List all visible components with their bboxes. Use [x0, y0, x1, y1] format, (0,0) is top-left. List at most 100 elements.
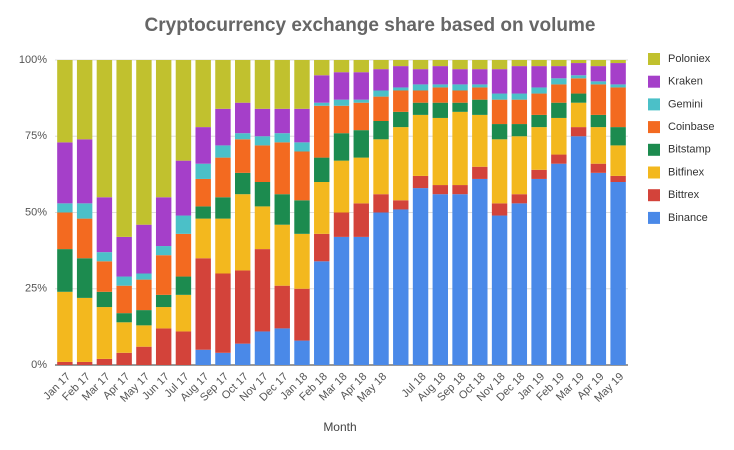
bar-segment	[254, 206, 271, 250]
bar-segment	[531, 114, 547, 128]
bar-segment	[393, 66, 409, 88]
legend-label: Bitstamp	[668, 144, 711, 156]
bar-segment	[215, 197, 231, 219]
bar-segment	[452, 185, 468, 195]
bar-segment	[274, 133, 290, 143]
y-tick-label: 50%	[25, 206, 47, 218]
bar-segment	[373, 90, 389, 97]
bar-segment	[491, 124, 508, 140]
bar-segment	[452, 69, 468, 85]
bar-segment	[511, 136, 528, 195]
bar-segment	[452, 60, 468, 70]
bar-segment	[235, 60, 251, 103]
bar-segment	[570, 60, 587, 64]
bar-segment	[373, 212, 389, 365]
bar-segment	[314, 60, 330, 76]
bar-segment	[373, 121, 389, 140]
bar-segment	[294, 151, 310, 201]
bar-segment	[393, 90, 409, 112]
bar-segment	[472, 99, 488, 115]
bar-segment	[254, 145, 271, 182]
bar-segment	[452, 90, 468, 103]
bar-segment	[155, 246, 172, 256]
bar-segment	[314, 102, 330, 106]
bar-segment	[590, 163, 607, 173]
bar-segment	[76, 258, 93, 298]
bar-segment	[353, 130, 369, 158]
bar-segment	[136, 279, 152, 311]
bar-segment	[472, 69, 488, 85]
bar-segment	[314, 157, 330, 182]
bar-segment	[432, 117, 448, 186]
bar-segment	[551, 163, 567, 365]
bar-segment	[215, 218, 231, 274]
bar-segment	[432, 194, 448, 365]
legend-label: Bitfinex	[668, 166, 705, 178]
bar-segment	[294, 60, 310, 109]
y-tick-label: 100%	[19, 54, 47, 66]
bar-segment	[432, 102, 448, 118]
legend-swatch	[648, 211, 660, 224]
bar-segment	[235, 172, 251, 195]
bar-segment	[412, 114, 429, 176]
bar-segment	[175, 331, 192, 365]
bar-segment	[472, 84, 488, 88]
bar-segment	[511, 99, 528, 125]
bar-segment	[590, 60, 607, 67]
bar-segment	[175, 233, 192, 277]
legend-label: Bittrex	[668, 189, 700, 201]
bar-segment	[235, 270, 251, 344]
x-axis-label: Month	[323, 420, 356, 434]
bar-segment	[432, 84, 448, 88]
bar-segment	[353, 99, 369, 103]
bar-segment	[155, 60, 172, 198]
bar-segment	[136, 224, 152, 274]
bar-segment	[235, 102, 251, 134]
bar-segment	[472, 114, 488, 167]
bar-segment	[195, 60, 211, 128]
bar-segment	[393, 209, 409, 365]
bar-segment	[96, 358, 113, 365]
bar-segment	[333, 72, 350, 100]
bar-segment	[116, 352, 132, 365]
legend-swatch	[648, 143, 660, 156]
bar-segment	[511, 194, 528, 204]
bar-segment	[333, 105, 350, 134]
bar-segment	[274, 60, 290, 109]
bar-segment	[195, 206, 211, 219]
bar-segment	[195, 178, 211, 207]
bar-segment	[412, 175, 429, 189]
bar-segment	[76, 139, 93, 204]
bar-segment	[96, 60, 113, 198]
chart-title: Cryptocurrency exchange share based on v…	[145, 15, 596, 36]
bar-segment	[57, 212, 73, 250]
bar-segment	[116, 313, 132, 323]
bar-segment	[590, 172, 607, 365]
bar-segment	[294, 108, 310, 143]
bar-segment	[175, 276, 192, 295]
bar-segment	[531, 178, 547, 365]
bar-segment	[472, 178, 488, 365]
bar-segment	[452, 194, 468, 365]
bar-segment	[551, 117, 567, 155]
bar-segment	[294, 200, 310, 234]
bar-segment	[610, 182, 626, 365]
bar-segment	[136, 346, 152, 365]
bar-segment	[551, 102, 567, 118]
bar-segment	[393, 111, 409, 128]
bar-segment	[57, 249, 73, 292]
legend-label: Poloniex	[668, 53, 711, 65]
bar-segment	[373, 194, 389, 213]
bar-segment	[412, 188, 429, 365]
legend-swatch	[648, 166, 660, 179]
bar-segment	[57, 142, 73, 204]
bar-segment	[195, 163, 211, 179]
bar-segment	[254, 60, 271, 109]
bar-segment	[373, 60, 389, 70]
bar-segment	[155, 307, 172, 329]
bar-segment	[531, 87, 547, 94]
bar-segment	[610, 145, 626, 176]
bar-segment	[432, 66, 448, 85]
bar-segment	[76, 218, 93, 259]
bar-segment	[610, 84, 626, 88]
